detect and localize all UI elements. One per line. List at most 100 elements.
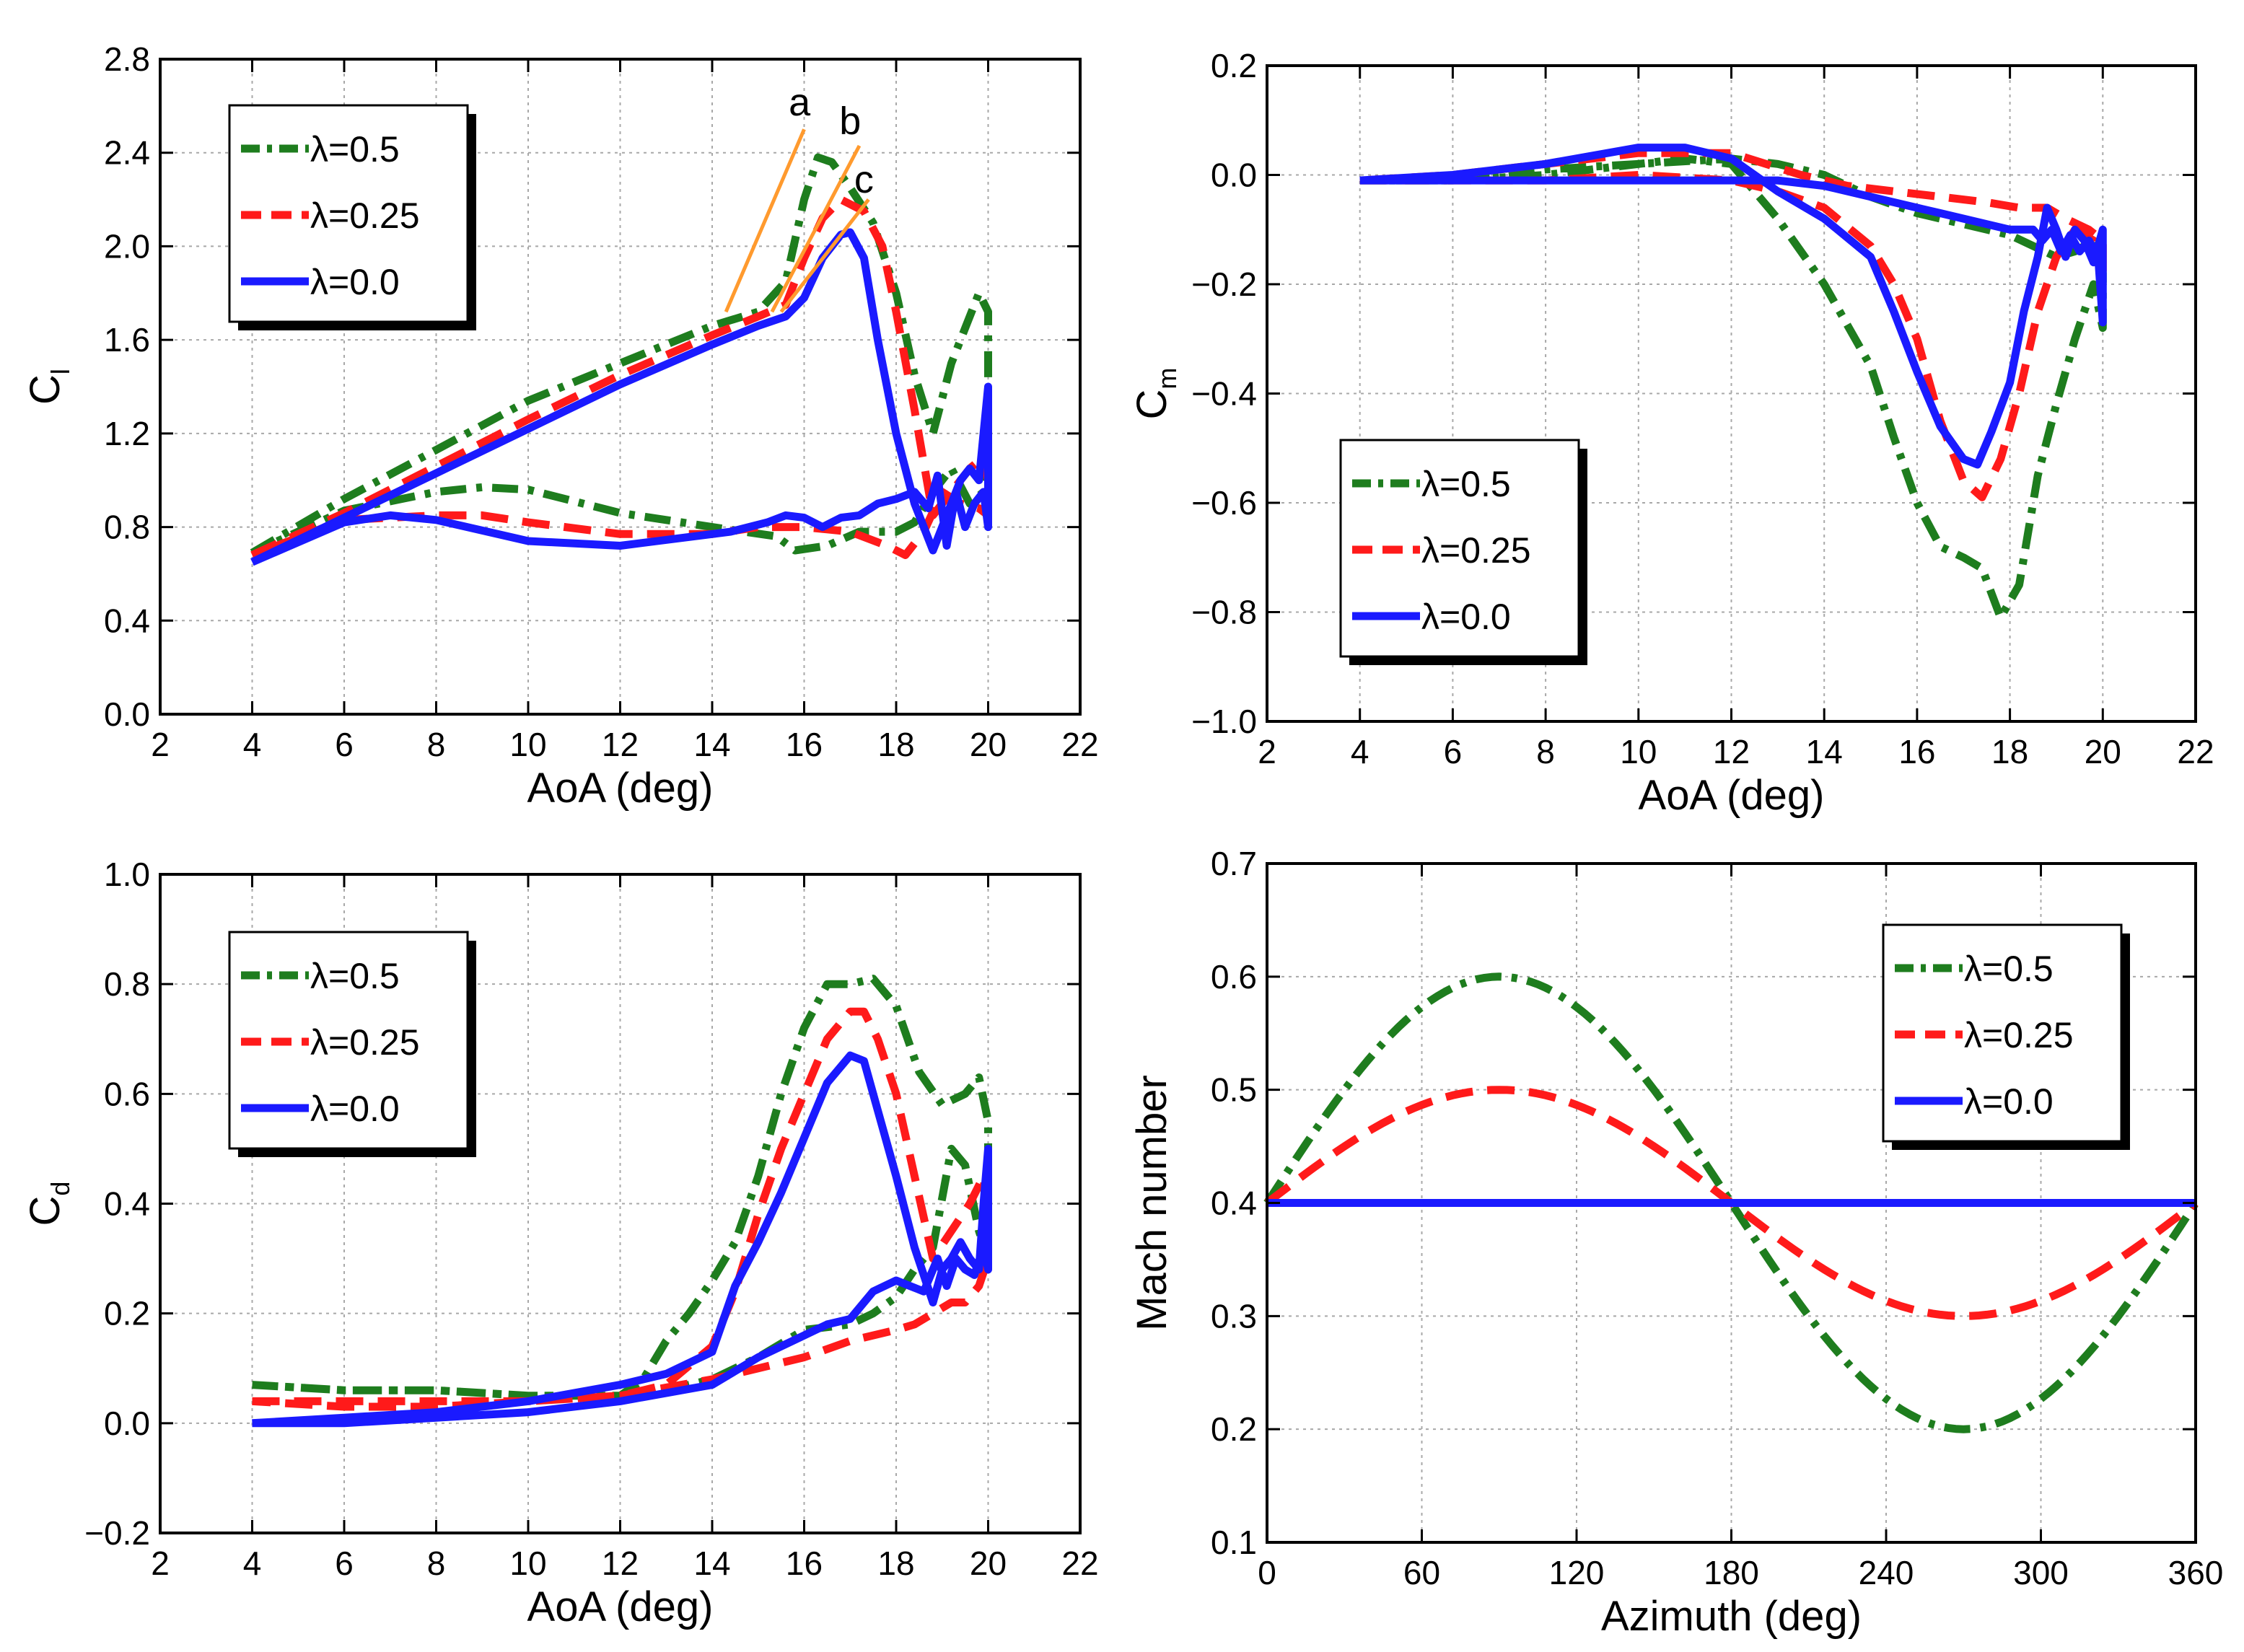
y-tick-label: 1.2: [104, 415, 150, 452]
annotation-label: a: [789, 81, 811, 124]
y-tick-label: 0.2: [104, 1295, 150, 1332]
y-tick-label: 0.4: [104, 1185, 150, 1223]
legend-box: [228, 104, 469, 323]
y-tick-label: 0.6: [104, 1075, 150, 1112]
x-axis-title: AoA (deg): [1639, 772, 1825, 819]
y-tick-label: 2.8: [104, 40, 150, 78]
series-line-solid: [250, 228, 992, 566]
x-tick-label: 4: [243, 726, 262, 763]
x-tick-label: 180: [1704, 1554, 1759, 1591]
y-tick-label: 0.0: [104, 1405, 150, 1442]
x-tick-label: 60: [1403, 1554, 1440, 1591]
y-tick-label: 0.2: [1211, 1410, 1257, 1448]
y-tick-label: 0.0: [1211, 157, 1257, 194]
annotation-line: [770, 144, 862, 313]
y-tick-label: −0.2: [1191, 265, 1257, 303]
y-tick-label: 0.1: [1211, 1524, 1257, 1561]
legend-label: λ=0.0: [310, 1089, 400, 1129]
x-tick-label: 22: [1061, 1545, 1098, 1582]
legend-label: λ=0.5: [310, 129, 400, 170]
y-tick-label: 0.8: [104, 965, 150, 1003]
y-axis-title: Cl: [22, 369, 75, 405]
x-tick-label: 22: [1061, 726, 1098, 763]
y-tick-label: 0.2: [1211, 47, 1257, 84]
y-axis-title: Mach number: [1128, 1075, 1175, 1331]
annotation-label: b: [839, 100, 861, 143]
x-tick-label: 240: [1859, 1554, 1914, 1591]
series-line-solid: [252, 1051, 992, 1428]
series-line-dashdot: [1359, 154, 2107, 622]
x-tick-label: 8: [427, 726, 446, 763]
legend-label: λ=0.5: [310, 956, 400, 996]
legend-label: λ=0.25: [1964, 1015, 2074, 1055]
x-tick-label: 6: [335, 1545, 354, 1582]
x-tick-label: 2: [151, 1545, 170, 1582]
series-line-solid: [1359, 144, 2107, 469]
y-axis-title: Cm: [1128, 368, 1182, 420]
x-tick-label: 360: [2168, 1554, 2224, 1591]
y-tick-label: 1.6: [104, 321, 150, 359]
y-tick-label: −0.2: [84, 1514, 150, 1552]
x-tick-label: 20: [970, 726, 1007, 763]
x-axis-title: Azimuth (deg): [1601, 1593, 1862, 1640]
x-tick-label: 10: [1620, 733, 1657, 770]
x-tick-label: 22: [2177, 733, 2214, 770]
x-tick-label: 14: [693, 726, 730, 763]
x-tick-label: 18: [877, 726, 914, 763]
x-tick-label: 4: [243, 1545, 262, 1582]
x-tick-label: 18: [1991, 733, 2028, 770]
legend-box: [228, 931, 469, 1150]
y-axis-title-subscript: d: [45, 1182, 75, 1196]
x-tick-label: 120: [1549, 1554, 1605, 1591]
y-axis-title-subscript: l: [45, 369, 75, 374]
chart-cl: a bc 2 4 6 8 10 12 14 16 18 20 22 0.0 0.4 0.8 1.2 1.6 2.0 2…: [22, 40, 1099, 812]
y-tick-label: 0.6: [1211, 958, 1257, 996]
x-tick-label: 2: [151, 726, 170, 763]
x-tick-label: 12: [602, 1545, 639, 1582]
chart-mach: 0 60 120 180 240 300 360 0.1 0.2 0.3 0.4 0.5 0.6 0.7 A…: [1128, 845, 2223, 1640]
annotation-label: c: [854, 158, 874, 201]
y-tick-label: 0.4: [104, 602, 150, 639]
x-tick-label: 18: [877, 1545, 914, 1582]
legend-label: λ=0.5: [1964, 949, 2054, 989]
y-tick-label: 0.5: [1211, 1071, 1257, 1109]
x-tick-label: 16: [786, 1545, 823, 1582]
chart-cd: 2 4 6 8 10 12 14 16 18 20 22 −0.2 0.0 0.2 0.4 0.6 0.8 1.0…: [22, 856, 1099, 1630]
annotation-line: [779, 198, 870, 313]
y-axis-title: Cd: [22, 1182, 75, 1226]
legend-label: λ=0.25: [310, 1022, 420, 1063]
y-tick-label: 0.0: [104, 695, 150, 733]
y-tick-label: −1.0: [1191, 703, 1257, 740]
x-tick-label: 0: [1258, 1554, 1276, 1591]
x-tick-label: 10: [509, 1545, 546, 1582]
x-axis-title: AoA (deg): [527, 1583, 714, 1630]
x-tick-label: 20: [970, 1545, 1007, 1582]
x-tick-label: 2: [1258, 733, 1276, 770]
y-tick-label: 2.0: [104, 227, 150, 265]
legend-label: λ=0.25: [310, 195, 420, 236]
x-tick-label: 20: [2085, 733, 2121, 770]
legend-label: λ=0.0: [1421, 597, 1511, 637]
y-axis-title-subscript: m: [1152, 368, 1182, 390]
legend-label: λ=0.5: [1421, 464, 1511, 504]
x-tick-label: 16: [1898, 733, 1935, 770]
x-tick-label: 300: [2013, 1554, 2069, 1591]
x-tick-label: 6: [1444, 733, 1463, 770]
annotation-line: [724, 128, 806, 313]
x-tick-label: 10: [509, 726, 546, 763]
x-tick-label: 14: [1806, 733, 1843, 770]
x-tick-label: 14: [693, 1545, 730, 1582]
x-tick-label: 8: [427, 1545, 446, 1582]
x-tick-label: 6: [335, 726, 354, 763]
y-tick-label: −0.8: [1191, 594, 1257, 631]
legend-box: [1882, 923, 2123, 1143]
legend-label: λ=0.0: [310, 262, 400, 302]
legend-label: λ=0.25: [1421, 530, 1531, 571]
x-tick-label: 16: [786, 726, 823, 763]
y-tick-label: 2.4: [104, 134, 150, 172]
y-tick-label: 0.8: [104, 509, 150, 546]
y-tick-label: 1.0: [104, 856, 150, 893]
legend-box: [1339, 439, 1580, 658]
x-axis-title: AoA (deg): [527, 765, 714, 812]
